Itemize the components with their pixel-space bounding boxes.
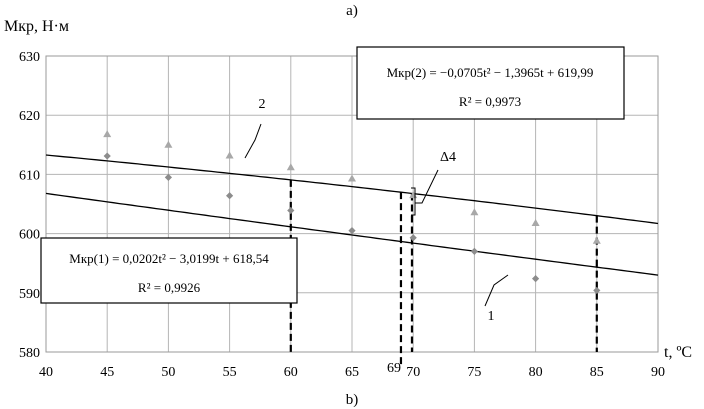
delta-bracket <box>411 187 416 216</box>
r2-1: R² = 0,9926 <box>138 280 201 295</box>
series-2-point <box>531 218 540 226</box>
series-2-point <box>592 236 601 244</box>
series-1-point <box>470 247 478 255</box>
y-tick-labels: 580 590 600 610 620 630 <box>19 50 40 361</box>
x-tick-label: 40 <box>39 365 53 380</box>
series-2-point <box>286 163 295 171</box>
fit-curve-1 <box>45 192 659 276</box>
plot-frame <box>45 55 659 353</box>
x-tick-label: 80 <box>529 365 543 380</box>
x-tick-label: 50 <box>161 365 175 380</box>
equation-2: Мкр(2) = −0,0705t² − 1,3965t + 619,99 <box>387 65 594 80</box>
equation-box-1 <box>40 237 298 304</box>
series-1-callout: 1 <box>488 309 495 324</box>
series-1-point <box>164 173 172 181</box>
series-1-point <box>226 192 234 200</box>
data-points <box>103 130 601 295</box>
x-tick-labels: 40 45 50 55 60 65 70 75 80 85 90 <box>39 365 665 380</box>
series-2-point <box>103 130 112 138</box>
equation-box-2 <box>356 46 625 120</box>
y-axis-label: Мкр, Н·м <box>4 18 69 35</box>
series-2-callout-leader <box>244 123 262 159</box>
series-2-point <box>225 151 234 159</box>
y-tick-label: 600 <box>19 228 40 243</box>
vertical-markers <box>289 179 598 366</box>
caption-top: a) <box>346 3 358 19</box>
r2-2: R² = 0,9973 <box>459 94 521 109</box>
delta-leader <box>415 169 439 204</box>
x-tick-label: 90 <box>651 365 665 380</box>
y-tick-label: 630 <box>19 50 40 65</box>
x-tick-label: 70 <box>406 365 420 380</box>
series-1-point <box>593 286 601 295</box>
series-1-callout-leader <box>484 274 509 307</box>
x-tick-label: 85 <box>590 365 604 380</box>
fit-curves <box>45 154 659 276</box>
x-tick-label: 65 <box>345 365 359 380</box>
y-tick-label: 620 <box>19 109 40 124</box>
x-tick-label: 55 <box>223 365 237 380</box>
series-2-point <box>470 208 479 216</box>
y-tick-label: 580 <box>19 346 40 361</box>
x-tick-label: 75 <box>467 365 481 380</box>
series-1-point <box>532 274 540 283</box>
x-tick-label: 45 <box>100 365 114 380</box>
y-tick-label: 590 <box>19 287 40 302</box>
series-1-point <box>103 152 111 160</box>
marker-69-label: 69 <box>387 361 401 376</box>
series-1-point <box>409 234 417 242</box>
caption-bottom: b) <box>346 392 359 408</box>
y-tick-label: 610 <box>19 168 40 183</box>
series-1-point <box>348 227 356 235</box>
series-2-point <box>348 174 356 182</box>
series-2-point <box>164 140 173 148</box>
x-tick-label: 60 <box>284 365 298 380</box>
x-axis-label: t, ºC <box>664 344 692 361</box>
equation-1: Мкр(1) = 0,0202t² − 3,0199t + 618,54 <box>69 251 269 266</box>
series-2-point <box>409 191 418 199</box>
series-1-point <box>287 206 295 215</box>
delta-label: Δ4 <box>440 150 456 165</box>
series-2-callout: 2 <box>259 97 266 112</box>
fit-curve-2 <box>45 154 659 225</box>
